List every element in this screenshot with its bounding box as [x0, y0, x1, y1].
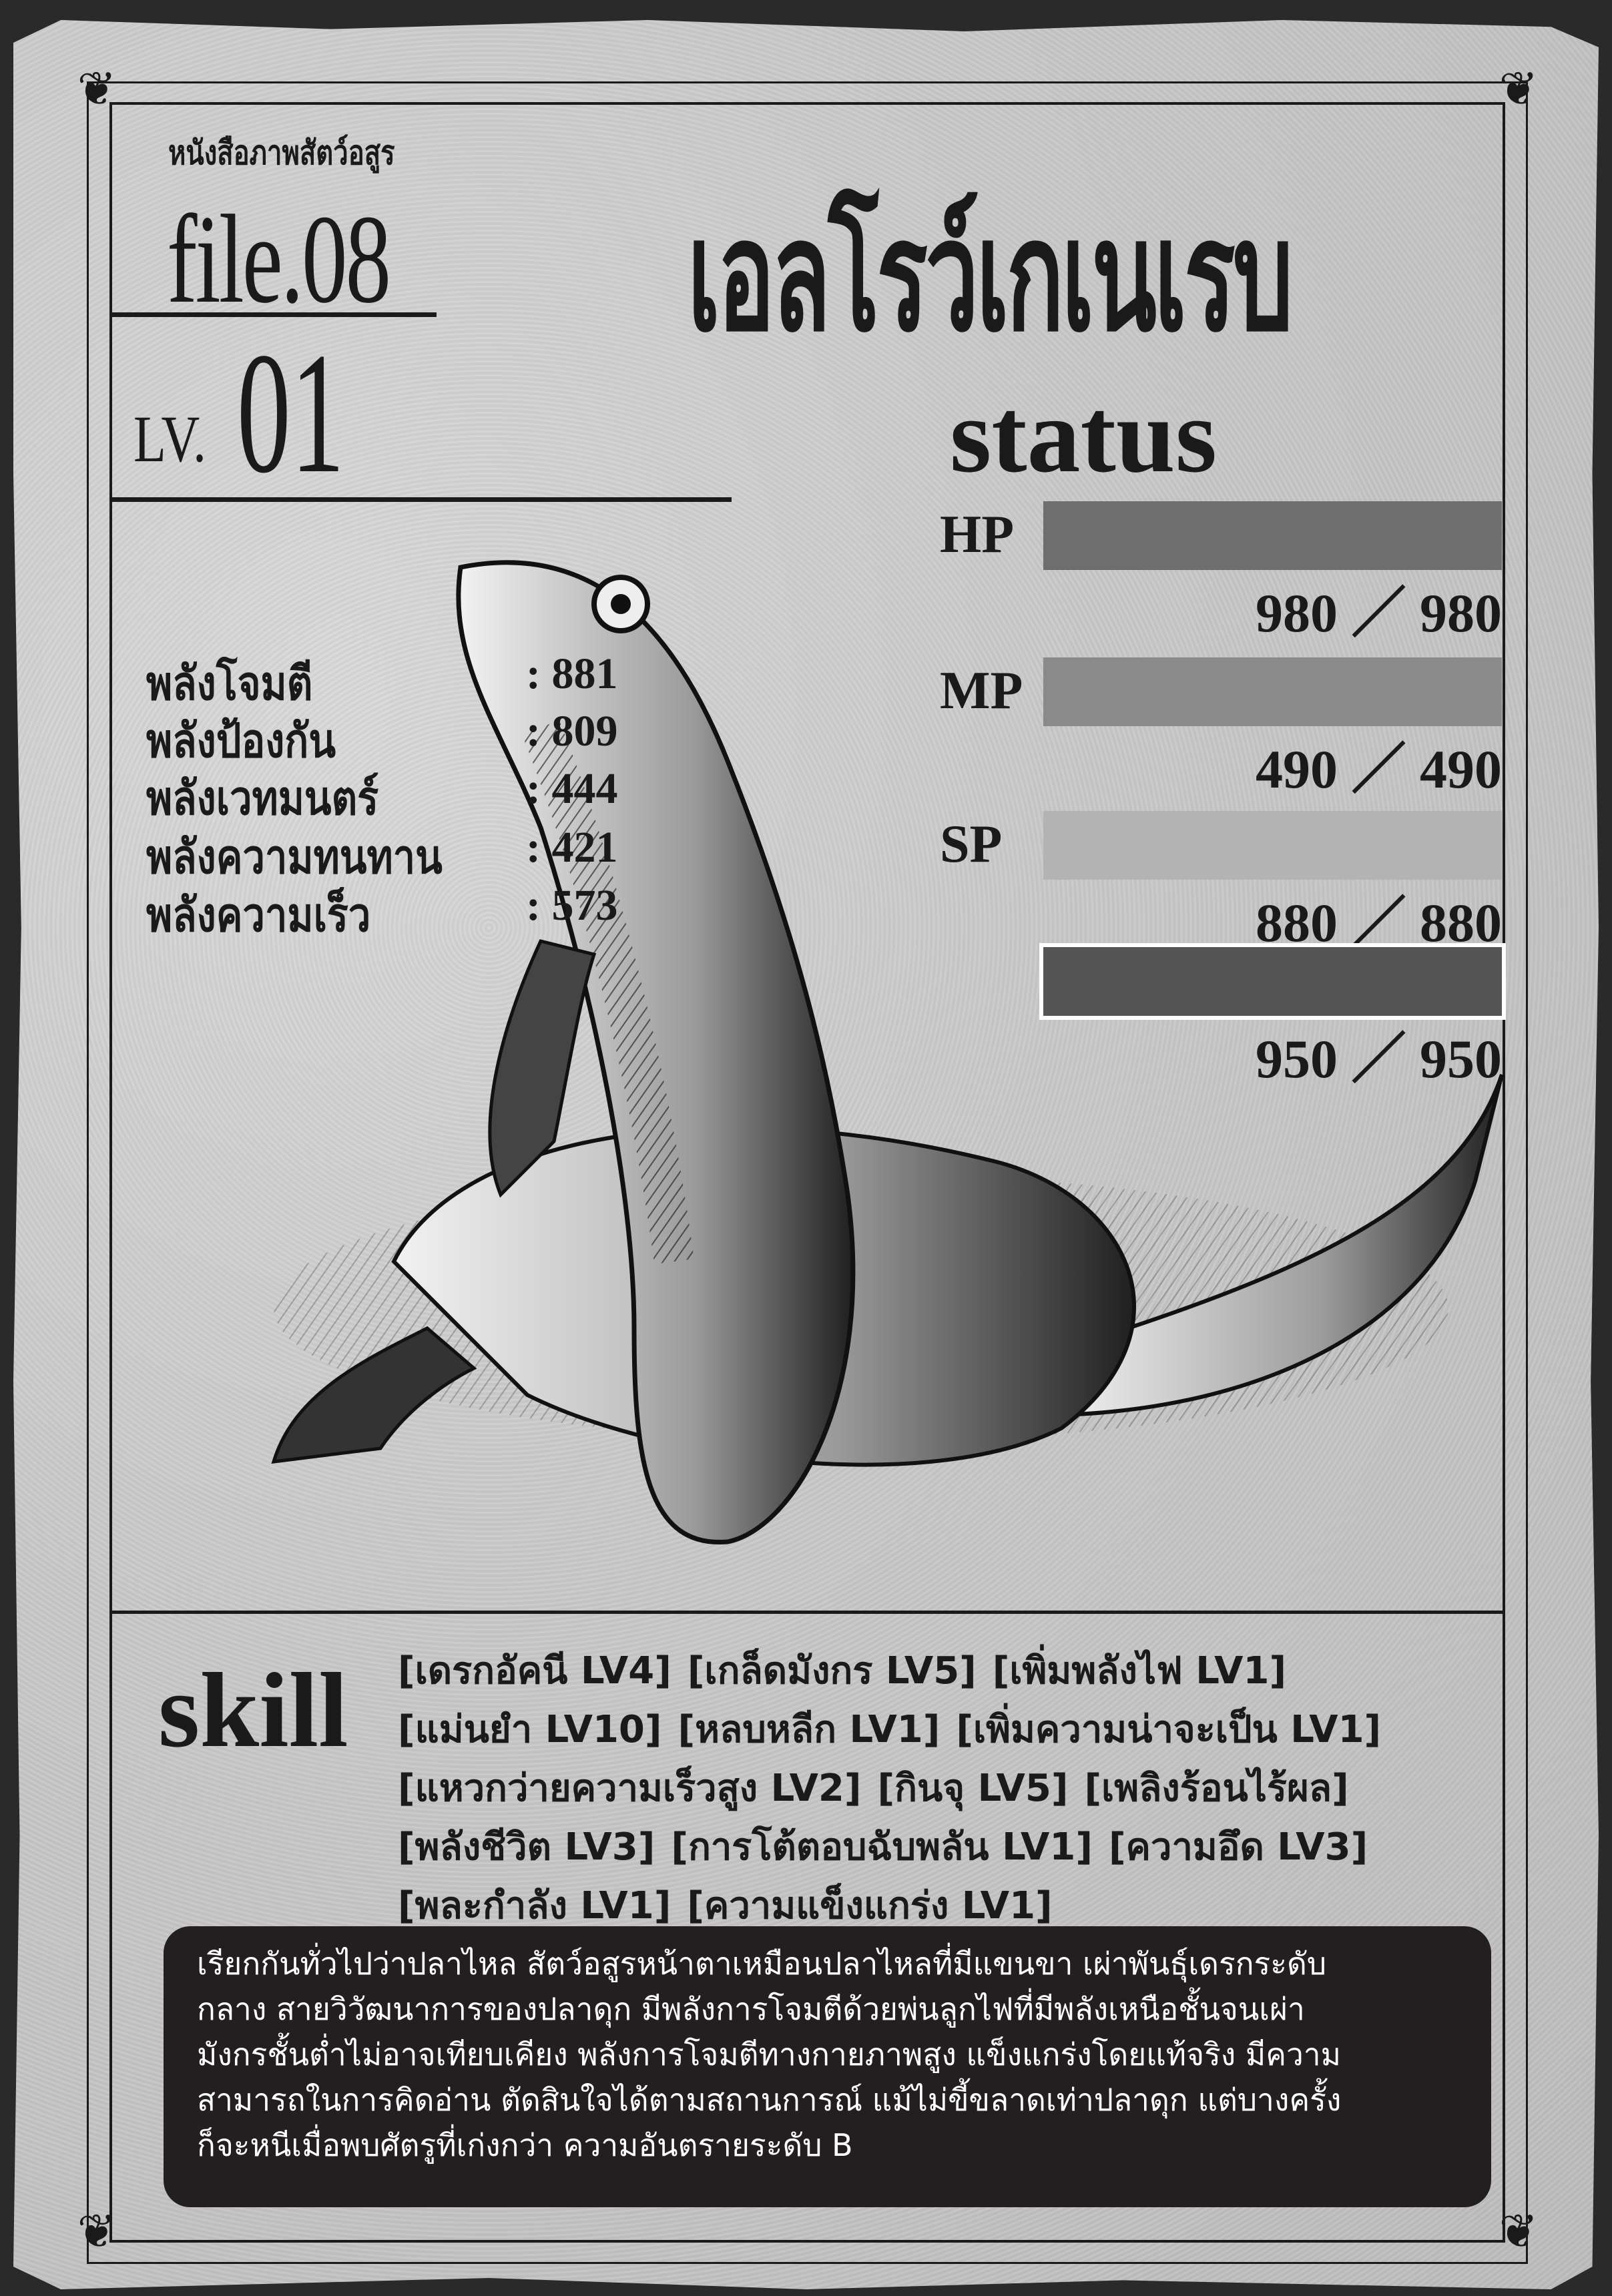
skill-item: [แหวกว่ายความเร็วสูง LV2]: [398, 1767, 862, 1810]
skill-item: [เดรกอัคนี LV4]: [398, 1649, 671, 1693]
description-box: เรียกกันทั่วไปว่าปลาไหล สัตว์อสูรหน้าตาเ…: [164, 1926, 1491, 2207]
bar-value: 950 ／ 950: [1256, 1014, 1502, 1093]
stat-value: : 573: [526, 881, 618, 930]
description-line: กลาง สายวิวัฒนาการของปลาดุก มีพลังการโจม…: [197, 1991, 1305, 2027]
description-line: ก็จะหนีเมื่อพบศัตรูที่เก่งกว่า ความอันตร…: [197, 2127, 853, 2163]
current-value: 880: [1255, 892, 1338, 953]
status-bar-fill: [1043, 947, 1502, 1016]
skill-item: [ความแข็งแกร่ง LV1]: [687, 1884, 1053, 1928]
stat-label: พลังโจมตี: [146, 656, 313, 711]
status-bar-fill: [1043, 501, 1502, 570]
status-bar-fill: [1043, 657, 1502, 726]
corner-ornament-icon: ❦: [1499, 64, 1539, 115]
skill-line: [แหวกว่ายความเร็วสูง LV2] [กินจุ LV5] [เพล…: [398, 1758, 1499, 1817]
skill-item: [เกล็ดมังกร LV5]: [687, 1649, 977, 1693]
skill-line: [แม่นยำ LV10] [หลบหลีก LV1] [เพิ่มความน่าจ…: [398, 1699, 1499, 1758]
skill-line: [พละกำลัง LV1] [ความแข็งแกร่ง LV1]: [398, 1876, 1499, 1934]
corner-ornament-icon: ❦: [1499, 2207, 1539, 2258]
stat-value: : 421: [526, 823, 618, 872]
monster-illustration: [271, 560, 1504, 1545]
skills-list: [เดรกอัคนี LV4] [เกล็ดมังกร LV5] [เพิ่มพลั…: [398, 1641, 1499, 1934]
skill-item: [การโต้ตอบฉับพลัน LV1]: [671, 1825, 1093, 1869]
status-bar: [1043, 501, 1502, 570]
outer-frame: [87, 81, 1528, 2264]
separator: ／: [1351, 1029, 1406, 1089]
stat-value: : 444: [526, 764, 618, 813]
monster-name: เอลโรว์เกเนเรบ: [688, 188, 1294, 366]
level-prefix: LV.: [133, 402, 206, 476]
separator: ／: [1351, 892, 1406, 953]
current-value: 980: [1255, 583, 1338, 643]
skill-item: [กินจุ LV5]: [877, 1767, 1069, 1810]
skill-line: [พลังชีวิต LV3] [การโต้ตอบฉับพลัน LV1] [คว…: [398, 1817, 1499, 1876]
skill-item: [หลบหลีก LV1]: [678, 1708, 941, 1751]
corner-ornament-icon: ❦: [77, 64, 117, 115]
bar-label: HP: [940, 505, 1015, 564]
stat-value: : 809: [526, 707, 618, 756]
separator: ／: [1351, 583, 1406, 643]
skill-item: [ความอึด LV3]: [1108, 1825, 1368, 1869]
description-line: เรียกกันทั่วไปว่าปลาไหล สัตว์อสูรหน้าตาเ…: [197, 1946, 1327, 1982]
stat-value: : 881: [526, 649, 618, 698]
description-line: สามารถในการคิดอ่าน ตัดสินใจได้ตามสถานการ…: [197, 2082, 1342, 2118]
status-bar: [1039, 943, 1506, 1020]
skill-item: [แม่นยำ LV10]: [398, 1708, 662, 1751]
current-value: 950: [1255, 1029, 1338, 1089]
divider: [109, 312, 437, 317]
status-bar: [1043, 811, 1502, 880]
level-value: 01: [237, 317, 345, 509]
bar-label: MP: [940, 661, 1023, 720]
stat-label: พลังป้องกัน: [146, 713, 336, 768]
status-heading: status: [950, 376, 1218, 495]
status-bar-fill: [1043, 811, 1502, 880]
current-value: 490: [1255, 739, 1338, 800]
skill-line: [เดรกอัคนี LV4] [เกล็ดมังกร LV5] [เพิ่มพลั…: [398, 1641, 1499, 1699]
separator: ／: [1351, 739, 1406, 800]
skill-item: [เพิ่มความน่าจะเป็น LV1]: [956, 1708, 1382, 1751]
description-line: มังกรชั้นต่ำไม่อาจเทียบเคียง พลังการโจมต…: [197, 2036, 1341, 2072]
stat-label: พลังเวทมนตร์: [146, 771, 379, 826]
file-number: file.08: [167, 190, 391, 330]
max-value: 980: [1420, 583, 1502, 643]
skill-item: [พลังชีวิต LV3]: [398, 1825, 655, 1869]
skill-heading: skill: [158, 1651, 348, 1769]
bar-value: 490 ／ 490: [1256, 724, 1502, 804]
bar-label: SP: [940, 815, 1003, 874]
stat-label: พลังความทนทาน: [146, 830, 443, 884]
skill-item: [เพิ่มพลังไฟ LV1]: [992, 1649, 1287, 1693]
inner-frame: [109, 102, 1505, 2243]
bar-value: 980 ／ 980: [1256, 568, 1502, 647]
corner-ornament-icon: ❦: [77, 2207, 117, 2258]
max-value: 880: [1420, 892, 1502, 953]
book-title: หนังสือภาพสัตว์อสูร: [168, 134, 395, 172]
skill-item: [เพลิงร้อนไร้ผล]: [1084, 1767, 1349, 1810]
status-bar: [1043, 657, 1502, 726]
stat-label: พลังความเร็ว: [146, 888, 371, 942]
bar-value: 880 ／ 880: [1256, 878, 1502, 957]
max-value: 490: [1420, 739, 1502, 800]
divider: [109, 497, 732, 502]
divider: [109, 1611, 1505, 1614]
max-value: 950: [1420, 1029, 1502, 1089]
skill-item: [พละกำลัง LV1]: [398, 1884, 671, 1928]
